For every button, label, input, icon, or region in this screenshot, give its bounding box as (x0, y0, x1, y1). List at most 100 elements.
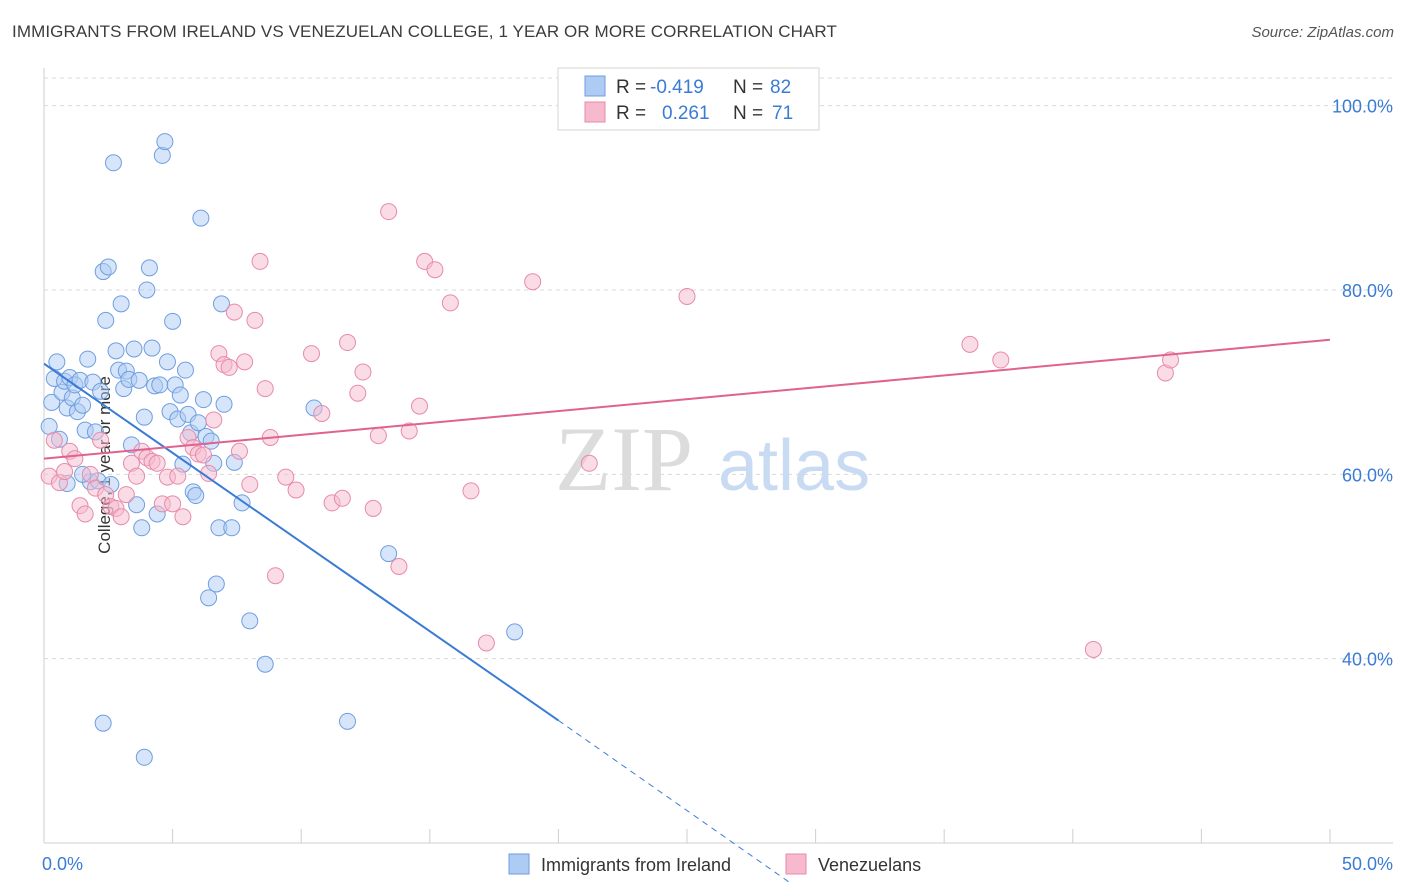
venezuelan-point-64 (477, 634, 495, 652)
venezuelan-point-42 (256, 380, 274, 398)
venezuelan-point-32 (205, 411, 223, 429)
ireland-point-40 (143, 339, 161, 357)
legend-swatch-ireland (508, 853, 530, 875)
venezuelan-point-50 (333, 489, 351, 507)
venezuelan-point-68 (961, 335, 979, 353)
venezuelan-point-26 (174, 508, 192, 526)
x-tick-label-0: 0.0% (42, 854, 83, 874)
ireland-point-68 (215, 395, 233, 413)
venezuelan-point-62 (441, 294, 459, 312)
watermark-atlas: atlas (718, 426, 870, 506)
ireland-point-78 (94, 714, 112, 732)
venezuelan-point-70 (1084, 640, 1102, 658)
venezuelan-point-25 (169, 467, 187, 485)
legend-label-ireland: Immigrants from Ireland (541, 855, 731, 875)
venezuelan-point-52 (349, 384, 367, 402)
venezuelan-point-21 (148, 454, 166, 472)
ireland-point-45 (156, 133, 174, 151)
venezuelan-point-59 (411, 397, 429, 415)
venezuelan-point-63 (462, 482, 480, 500)
series-legend: Immigrants from Ireland Venezuelans (508, 853, 921, 875)
ireland-point-72 (241, 612, 259, 630)
ireland-point-3 (48, 353, 66, 371)
legend-n-value-2: 71 (772, 103, 793, 124)
ireland-point-36 (133, 519, 151, 537)
ireland-trend-line (43, 362, 559, 722)
ireland-point-23 (99, 258, 117, 276)
venezuelan-point-17 (128, 467, 146, 485)
venezuelan-point-1 (45, 431, 63, 449)
x-tick-label-1: 50.0% (1342, 854, 1393, 874)
venezuelan-point-48 (313, 404, 331, 422)
y-tick-label-3: 100.0% (1332, 97, 1393, 117)
ireland-point-1 (43, 393, 61, 411)
legend-swatch-blue (584, 75, 606, 97)
ireland-point-59 (192, 209, 210, 227)
venezuelan-point-47 (302, 345, 320, 363)
venezuelan-point-38 (236, 353, 254, 371)
venezuelan-point-57 (390, 557, 408, 575)
ireland-point-44 (153, 146, 171, 164)
ireland-point-63 (202, 432, 220, 450)
venezuelan-point-55 (369, 427, 387, 445)
ireland-trend-extension (558, 720, 791, 884)
venezuelan-point-39 (241, 475, 259, 493)
ireland-point-43 (151, 376, 169, 394)
ireland-point-15 (79, 350, 97, 368)
venezuelan-point-51 (338, 334, 356, 352)
ireland-point-67 (212, 295, 230, 313)
venezuelan-point-3 (56, 463, 74, 481)
venezuelan-point-54 (364, 499, 382, 517)
venezuelan-point-67 (678, 287, 696, 305)
legend-r-label-2: R = (616, 103, 646, 124)
legend-n-label-2: N = (733, 103, 763, 124)
legend-label-venezuelans: Venezuelans (818, 855, 921, 875)
x-tick-labels: 0.0% 50.0% (42, 854, 1393, 874)
venezuelan-point-56 (380, 203, 398, 221)
venezuelan-point-66 (580, 454, 598, 472)
y-tick-label-0: 40.0% (1342, 650, 1393, 670)
watermark-zip: ZIP (555, 408, 693, 510)
legend-r-value-2: 0.261 (662, 103, 710, 124)
ireland-point-76 (380, 545, 398, 563)
ireland-point-35 (130, 371, 148, 389)
ireland-point-79 (135, 748, 153, 766)
venezuelan-point-15 (117, 486, 135, 504)
data-points (40, 133, 1180, 766)
ireland-point-13 (74, 396, 92, 414)
legend-swatch-pink (584, 101, 606, 123)
legend-n-value-1: 82 (770, 77, 791, 98)
y-tick-labels: 40.0% 60.0% 80.0% 100.0% (1332, 97, 1393, 670)
legend-n-label-1: N = (733, 77, 763, 98)
venezuelan-point-45 (277, 468, 295, 486)
source-credit: Source: ZipAtlas.com (1251, 24, 1394, 41)
venezuelan-point-69 (992, 351, 1010, 369)
ireland-point-48 (164, 312, 182, 330)
venezuelan-point-30 (194, 446, 212, 464)
venezuelan-point-61 (426, 261, 444, 279)
ireland-point-46 (158, 353, 176, 371)
venezuelan-point-72 (1162, 351, 1180, 369)
ireland-point-62 (200, 589, 218, 607)
venezuelan-point-41 (251, 252, 269, 270)
venezuelan-point-36 (225, 303, 243, 321)
venezuelan-point-5 (66, 450, 84, 468)
legend-swatch-venezuelans (785, 853, 807, 875)
legend-r-label-1: R = (616, 77, 646, 98)
venezuelan-trend-line (43, 338, 1331, 460)
venezuelan-point-10 (92, 431, 110, 449)
correlation-legend: R = -0.419 N = 82 R = 0.261 N = 71 (557, 67, 820, 131)
ireland-point-69 (223, 519, 241, 537)
venezuelan-point-37 (230, 442, 248, 460)
venezuelan-point-58 (400, 422, 418, 440)
ireland-point-77 (506, 623, 524, 641)
watermark: ZIP atlas (555, 408, 870, 510)
venezuelan-point-65 (524, 273, 542, 291)
ireland-point-38 (138, 281, 156, 299)
ireland-point-28 (112, 295, 130, 313)
ireland-point-20 (92, 382, 110, 400)
ireland-point-57 (187, 487, 205, 505)
axes (43, 68, 1393, 844)
venezuelan-point-35 (220, 358, 238, 376)
